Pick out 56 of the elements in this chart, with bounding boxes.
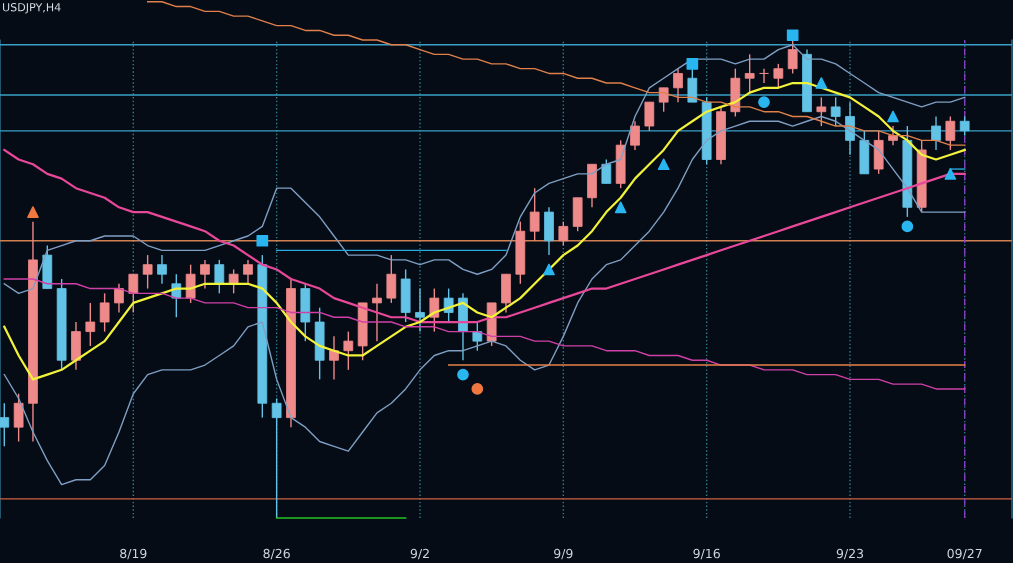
candlestick xyxy=(888,125,898,146)
candlestick xyxy=(200,259,210,290)
x-tick-label: 9/23 xyxy=(836,548,864,560)
candlestick xyxy=(13,393,24,443)
x-tick-label: 8/19 xyxy=(120,548,147,560)
candlestick xyxy=(228,268,239,295)
candlestick xyxy=(601,158,612,185)
candlestick xyxy=(816,96,827,127)
candlestick xyxy=(529,187,540,242)
point xyxy=(657,158,670,171)
x-tick-label: 9/2 xyxy=(410,548,429,560)
point xyxy=(256,234,269,247)
point xyxy=(758,96,770,108)
point xyxy=(901,220,914,233)
point xyxy=(944,167,957,180)
candlestick xyxy=(114,283,124,314)
point xyxy=(471,383,484,395)
candlestick xyxy=(959,115,970,137)
candlestick xyxy=(472,321,483,352)
candlestick xyxy=(386,254,397,304)
point xyxy=(686,58,699,70)
candlestick xyxy=(214,259,225,295)
candlestick xyxy=(945,115,956,151)
x-tick-label: 8/26 xyxy=(263,548,290,560)
candlestick xyxy=(0,402,10,447)
candlestick xyxy=(271,397,282,518)
candlestick xyxy=(99,292,110,333)
x-tick-label: 9/9 xyxy=(554,548,573,560)
candlestick xyxy=(415,287,425,333)
candlestick xyxy=(658,87,669,113)
point xyxy=(887,110,899,123)
chart-title: USDJPY,H4 xyxy=(2,3,61,14)
candlestick xyxy=(343,330,354,371)
candlestick xyxy=(644,101,655,132)
candlestick xyxy=(558,220,569,247)
point xyxy=(614,201,627,214)
candlestick xyxy=(630,120,640,151)
point xyxy=(27,206,39,218)
point xyxy=(543,263,555,276)
candlestick xyxy=(673,67,683,103)
candlestick xyxy=(329,335,339,381)
point xyxy=(786,29,799,42)
candlestick xyxy=(128,273,139,314)
candlestick xyxy=(85,302,96,347)
point xyxy=(457,368,469,381)
x-tick-label: 09/27 xyxy=(947,548,982,560)
candlestick xyxy=(830,96,841,127)
candlestick xyxy=(243,259,253,285)
x-tick-label: 9/16 xyxy=(693,548,720,560)
candlestick xyxy=(744,53,755,94)
point xyxy=(815,77,828,89)
candlestick xyxy=(773,63,784,89)
candlestick xyxy=(372,283,382,342)
candlestick xyxy=(157,254,167,285)
candlestick xyxy=(142,254,153,290)
candlestick xyxy=(931,115,941,151)
